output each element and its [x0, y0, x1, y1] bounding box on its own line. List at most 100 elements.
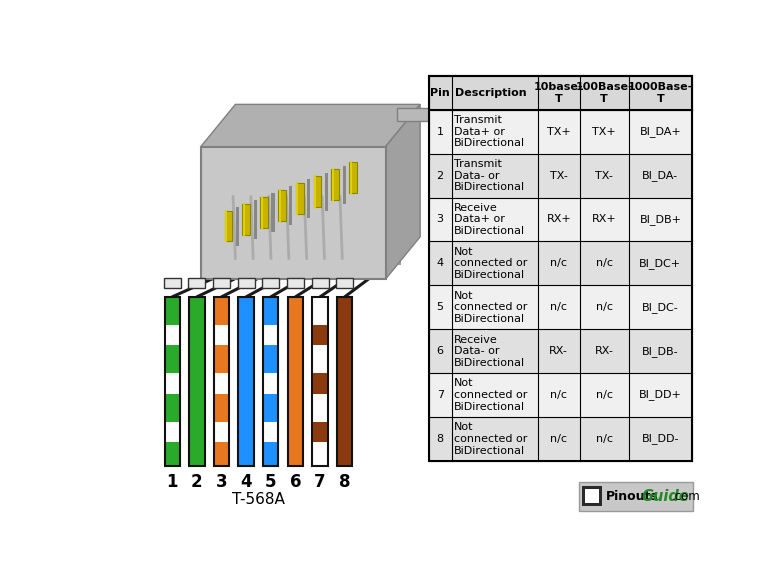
- Bar: [429, 76, 692, 110]
- Bar: [213, 278, 230, 288]
- Text: 2: 2: [437, 171, 444, 181]
- Bar: [165, 325, 180, 345]
- Bar: [235, 207, 239, 246]
- Text: 10base-
T: 10base- T: [534, 82, 584, 103]
- Bar: [242, 204, 250, 235]
- Bar: [263, 421, 278, 442]
- Bar: [200, 147, 385, 279]
- Text: n/c: n/c: [596, 434, 613, 444]
- Bar: [214, 297, 229, 467]
- Bar: [225, 211, 232, 242]
- Bar: [429, 373, 692, 417]
- Text: 100Base-
T: 100Base- T: [576, 82, 633, 103]
- Bar: [260, 197, 268, 228]
- Text: TX+: TX+: [592, 127, 616, 137]
- Bar: [287, 297, 303, 467]
- Text: Transmit
Data- or
BiDirectional: Transmit Data- or BiDirectional: [454, 159, 525, 192]
- Text: Transmit
Data+ or
BiDirectional: Transmit Data+ or BiDirectional: [454, 115, 525, 148]
- Text: n/c: n/c: [550, 302, 567, 312]
- Bar: [263, 297, 278, 467]
- Bar: [263, 373, 278, 394]
- Bar: [296, 183, 304, 214]
- Bar: [579, 482, 693, 511]
- Text: 2: 2: [191, 473, 203, 491]
- Text: 7: 7: [314, 473, 326, 491]
- Text: TX-: TX-: [595, 171, 613, 181]
- Text: Not
connected or
BiDirectional: Not connected or BiDirectional: [454, 247, 528, 280]
- Bar: [585, 489, 599, 503]
- Text: Pinouts: Pinouts: [606, 490, 658, 503]
- Text: Receive
Data- or
BiDirectional: Receive Data- or BiDirectional: [454, 335, 525, 368]
- Bar: [214, 421, 229, 442]
- Bar: [287, 297, 303, 467]
- Text: Guide: Guide: [642, 489, 690, 504]
- Bar: [312, 278, 329, 288]
- Bar: [278, 190, 286, 221]
- Text: n/c: n/c: [550, 259, 567, 268]
- Text: 1: 1: [437, 127, 444, 137]
- Bar: [164, 278, 181, 288]
- Text: BI_DD+: BI_DD+: [639, 390, 682, 400]
- Text: BI_DD-: BI_DD-: [642, 433, 679, 444]
- Bar: [429, 417, 692, 461]
- Bar: [271, 193, 274, 232]
- Text: BI_DA-: BI_DA-: [643, 170, 678, 181]
- Bar: [582, 486, 602, 506]
- Bar: [165, 421, 180, 442]
- Text: 5: 5: [265, 473, 277, 491]
- Text: 1: 1: [166, 473, 178, 491]
- Text: 1000Base-
T: 1000Base- T: [628, 82, 693, 103]
- Text: n/c: n/c: [596, 302, 613, 312]
- Text: TX+: TX+: [547, 127, 570, 137]
- Bar: [189, 297, 204, 467]
- Bar: [189, 297, 204, 467]
- Text: RX-: RX-: [549, 346, 568, 356]
- Bar: [429, 198, 692, 242]
- Bar: [263, 325, 278, 345]
- Bar: [314, 176, 322, 207]
- Bar: [312, 297, 328, 467]
- Bar: [214, 373, 229, 394]
- Text: 4: 4: [240, 473, 252, 491]
- Bar: [429, 110, 692, 153]
- Text: n/c: n/c: [596, 259, 613, 268]
- Text: 7: 7: [437, 390, 444, 400]
- Bar: [325, 173, 328, 211]
- Text: 4: 4: [437, 259, 444, 268]
- Bar: [165, 373, 180, 394]
- Text: Description: Description: [455, 88, 527, 98]
- Bar: [263, 278, 279, 288]
- Text: RX+: RX+: [592, 214, 617, 224]
- Polygon shape: [200, 105, 420, 147]
- Bar: [289, 187, 292, 225]
- Bar: [253, 200, 256, 239]
- Text: BI_DC-: BI_DC-: [642, 302, 679, 313]
- Bar: [337, 297, 353, 467]
- Text: n/c: n/c: [550, 434, 567, 444]
- Bar: [332, 169, 340, 200]
- Bar: [214, 297, 229, 467]
- Text: 6: 6: [437, 346, 444, 356]
- Text: Not
connected or
BiDirectional: Not connected or BiDirectional: [454, 422, 528, 456]
- Bar: [287, 278, 304, 288]
- Text: 8: 8: [437, 434, 444, 444]
- Text: .com: .com: [672, 490, 701, 503]
- Bar: [312, 421, 328, 442]
- Text: Receive
Data+ or
BiDirectional: Receive Data+ or BiDirectional: [454, 203, 525, 236]
- Text: 6: 6: [290, 473, 301, 491]
- Text: BI_DC+: BI_DC+: [639, 258, 681, 269]
- Bar: [214, 325, 229, 345]
- Polygon shape: [397, 108, 432, 121]
- Text: TX-: TX-: [550, 171, 568, 181]
- Bar: [263, 297, 278, 467]
- Bar: [429, 285, 692, 329]
- Bar: [429, 76, 692, 461]
- Text: T-568A: T-568A: [232, 492, 285, 507]
- Bar: [238, 278, 255, 288]
- Bar: [429, 242, 692, 285]
- Text: 3: 3: [216, 473, 228, 491]
- Bar: [307, 180, 310, 218]
- Bar: [239, 297, 254, 467]
- Bar: [343, 166, 346, 204]
- Polygon shape: [216, 133, 401, 266]
